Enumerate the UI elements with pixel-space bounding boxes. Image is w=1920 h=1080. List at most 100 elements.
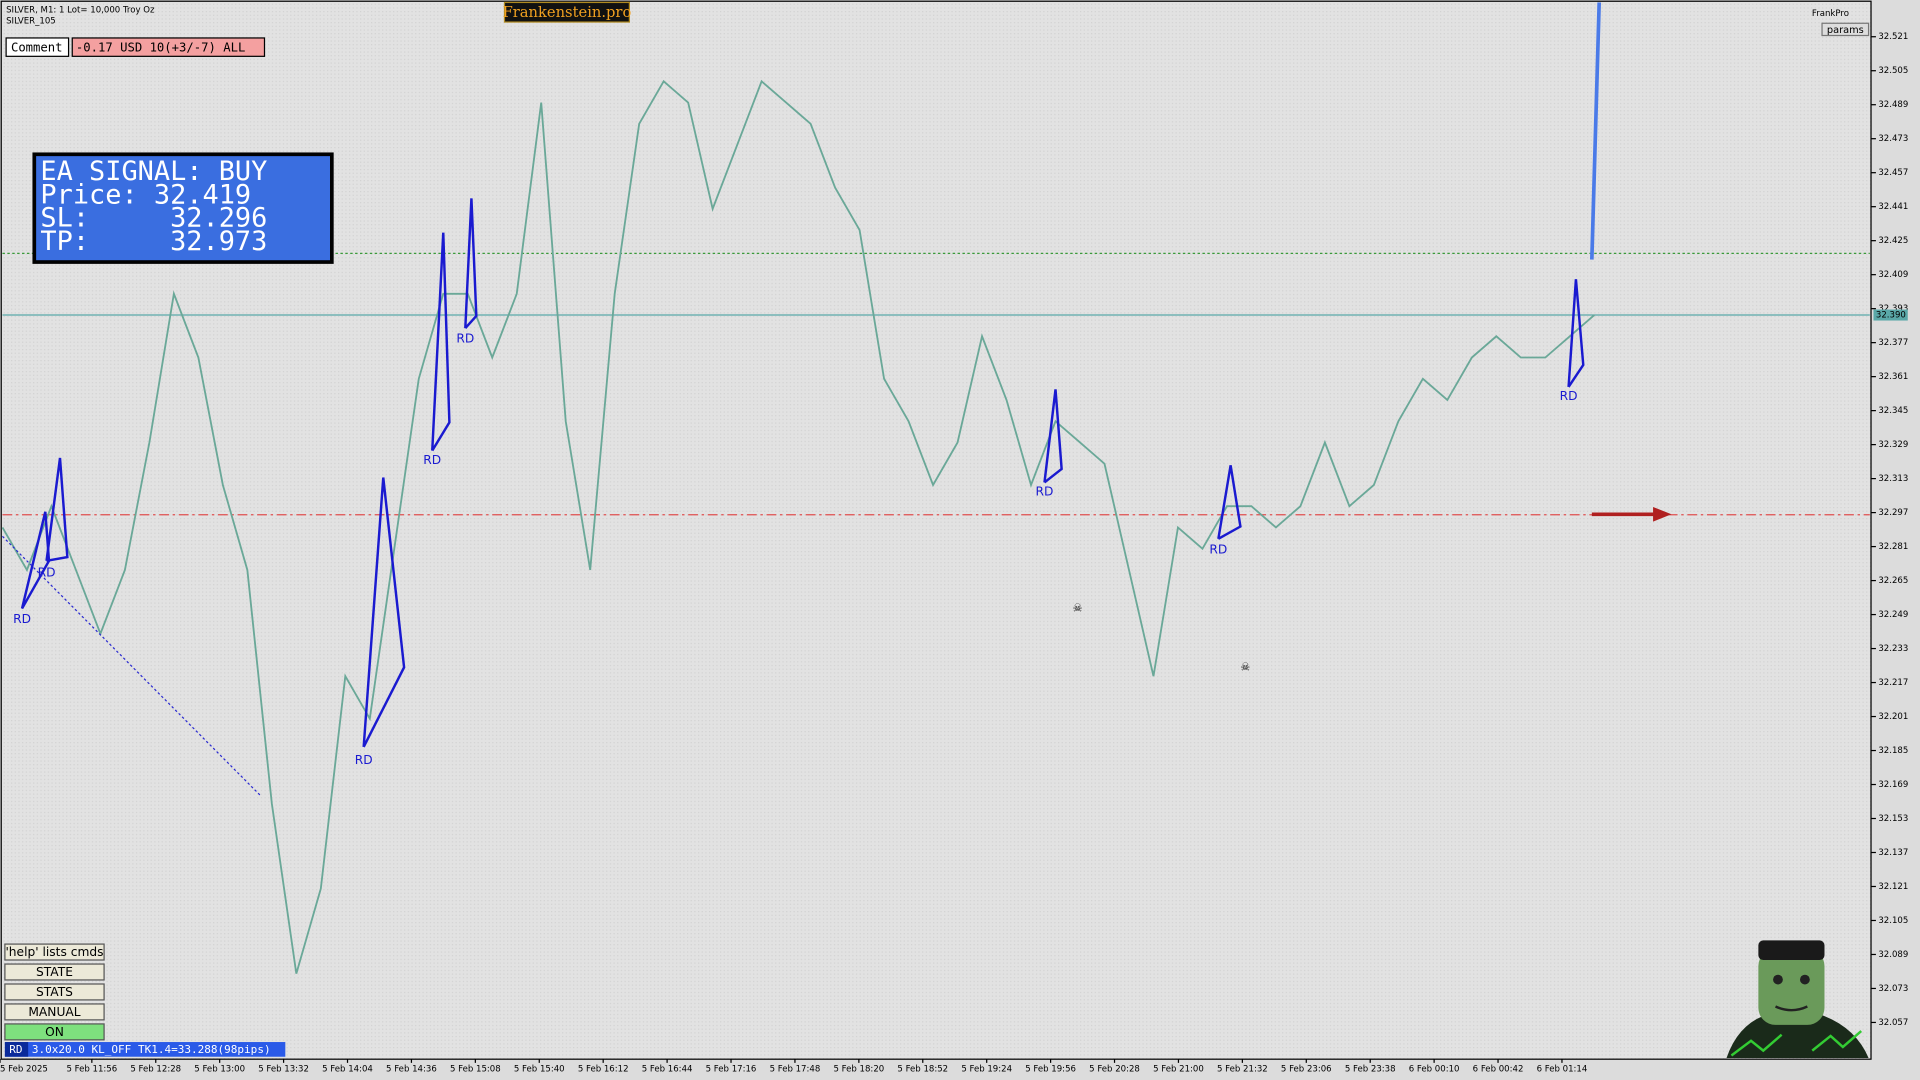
button-label[interactable]: STATS (36, 985, 73, 999)
y-tick-label: 32.153 (1878, 814, 1908, 824)
signal-line: EA SIGNAL: BUY (40, 156, 267, 187)
x-tick-label: 5 Feb 18:52 (897, 1064, 948, 1074)
comment-label: Comment (11, 40, 63, 54)
y-tick-label: 32.425 (1878, 236, 1908, 246)
y-tick-label: 32.393 (1878, 304, 1908, 314)
status-text: 3.0x20.0 KL_OFF TK1.4=33.288(98pips) (32, 1043, 271, 1056)
x-tick-label: 5 Feb 15:08 (450, 1064, 501, 1074)
pattern-label: RD (423, 453, 441, 467)
mascot (1726, 940, 1869, 1058)
x-tick-label: 5 Feb 2025 (0, 1064, 48, 1074)
y-tick-label: 32.265 (1878, 576, 1908, 586)
pattern-label: RD (1036, 485, 1054, 499)
pattern (20, 511, 51, 610)
x-tick-label: 5 Feb 14:04 (322, 1064, 373, 1074)
price-tag-label: 32.390 (1876, 311, 1906, 321)
x-tick-label: 6 Feb 00:42 (1473, 1064, 1524, 1074)
params-label[interactable]: params (1827, 25, 1864, 36)
button[interactable] (4, 1023, 105, 1041)
status-mode: RD (9, 1043, 22, 1056)
status-bar (4, 1042, 286, 1057)
x-tick-label: 5 Feb 19:24 (961, 1064, 1012, 1074)
x-tick-label: 5 Feb 23:38 (1345, 1064, 1396, 1074)
y-tick-label: 32.521 (1878, 32, 1908, 42)
x-tick-label: 5 Feb 17:16 (706, 1064, 757, 1074)
x-tick-label: 5 Feb 23:06 (1281, 1064, 1332, 1074)
x-tick-label: 5 Feb 21:00 (1153, 1064, 1204, 1074)
template: SILVER_105 (6, 16, 56, 26)
comment-value: -0.17 USD 10(+3/-7) ALL (76, 40, 245, 54)
signal-line: SL: 32.296 (40, 203, 267, 234)
button[interactable] (4, 943, 105, 961)
button[interactable] (4, 983, 105, 1001)
x-tick-label: 6 Feb 00:10 (1409, 1064, 1460, 1074)
pattern (45, 457, 69, 563)
y-tick-label: 32.137 (1878, 848, 1908, 858)
button[interactable] (4, 963, 105, 981)
tp-projection (1590, 2, 1602, 260)
y-tick-label: 32.473 (1878, 134, 1908, 144)
button-label[interactable]: MANUAL (28, 1005, 80, 1019)
pattern (362, 477, 406, 748)
buttons: 'help' lists cmds STATE STATS MANUAL ON (4, 943, 105, 1041)
params-button[interactable] (1821, 22, 1870, 37)
pattern-label: RD (1209, 542, 1227, 556)
plot (1, 79, 1870, 974)
x-tick-label: 5 Feb 12:28 (130, 1064, 181, 1074)
price-line (1, 79, 1595, 974)
button-label[interactable]: STATE (36, 965, 73, 979)
y-tick-label: 32.089 (1878, 950, 1908, 960)
y-tick-label: 32.233 (1878, 644, 1908, 654)
button-label[interactable]: ON (45, 1025, 64, 1039)
x-tick-label: 5 Feb 19:56 (1025, 1064, 1076, 1074)
y-tick-label: 32.313 (1878, 474, 1908, 484)
y-tick-label: 32.121 (1878, 882, 1908, 892)
pattern-label: RD (13, 612, 31, 626)
x-tick-label: 5 Feb 14:36 (386, 1064, 437, 1074)
pattern (464, 198, 478, 329)
x-tick-label: 5 Feb 16:44 (642, 1064, 693, 1074)
y-tick-label: 32.345 (1878, 406, 1908, 416)
y-tick-label: 32.201 (1878, 712, 1908, 722)
x-tick-label: 5 Feb 15:40 (514, 1064, 565, 1074)
comment-value-box (71, 37, 266, 57)
x-tick-label: 5 Feb 13:32 (258, 1064, 309, 1074)
y-tick-label: 32.361 (1878, 372, 1908, 382)
x-tick-label: 5 Feb 21:32 (1217, 1064, 1268, 1074)
y-tick-label: 32.217 (1878, 678, 1908, 688)
y-tick-label: 32.057 (1878, 1018, 1908, 1028)
x-tick-label: 5 Feb 11:56 (66, 1064, 117, 1074)
patterns (20, 198, 1585, 748)
brand: Frankenstein.pro (503, 4, 632, 21)
icon: ☠ (1073, 602, 1083, 615)
brand-box (503, 1, 630, 23)
pattern-label: RD (355, 753, 373, 767)
y-tick-label: 32.073 (1878, 984, 1908, 994)
y-tick-label: 32.169 (1878, 780, 1908, 790)
symbol: SILVER, M1: 1 Lot= 10,000 Troy Oz (6, 5, 155, 15)
icon: ☠ (1240, 660, 1250, 673)
pattern (1567, 279, 1585, 388)
user: FrankPro (1812, 9, 1849, 19)
y-tick-label: 32.297 (1878, 508, 1908, 518)
pattern-label: RD (1560, 389, 1578, 403)
button[interactable] (4, 1003, 105, 1021)
button-label[interactable]: 'help' lists cmds (5, 945, 103, 959)
x-tick-label: 6 Feb 01:14 (1537, 1064, 1588, 1074)
y-tick-label: 32.105 (1878, 916, 1908, 926)
y-tick-label: 32.441 (1878, 202, 1908, 212)
status-mode-box (4, 1042, 29, 1057)
y-tick-label: 32.457 (1878, 168, 1908, 178)
pattern-label: RD (456, 332, 474, 346)
y-tick-label: 32.377 (1878, 338, 1908, 348)
arrow-head (1653, 506, 1672, 522)
signal-line: Price: 32.419 (40, 179, 251, 210)
y-tick-label: 32.249 (1878, 610, 1908, 620)
pattern (1217, 465, 1242, 540)
y-tick-label: 32.329 (1878, 440, 1908, 450)
x-tick-label: 5 Feb 16:12 (578, 1064, 629, 1074)
pattern (1043, 389, 1063, 484)
